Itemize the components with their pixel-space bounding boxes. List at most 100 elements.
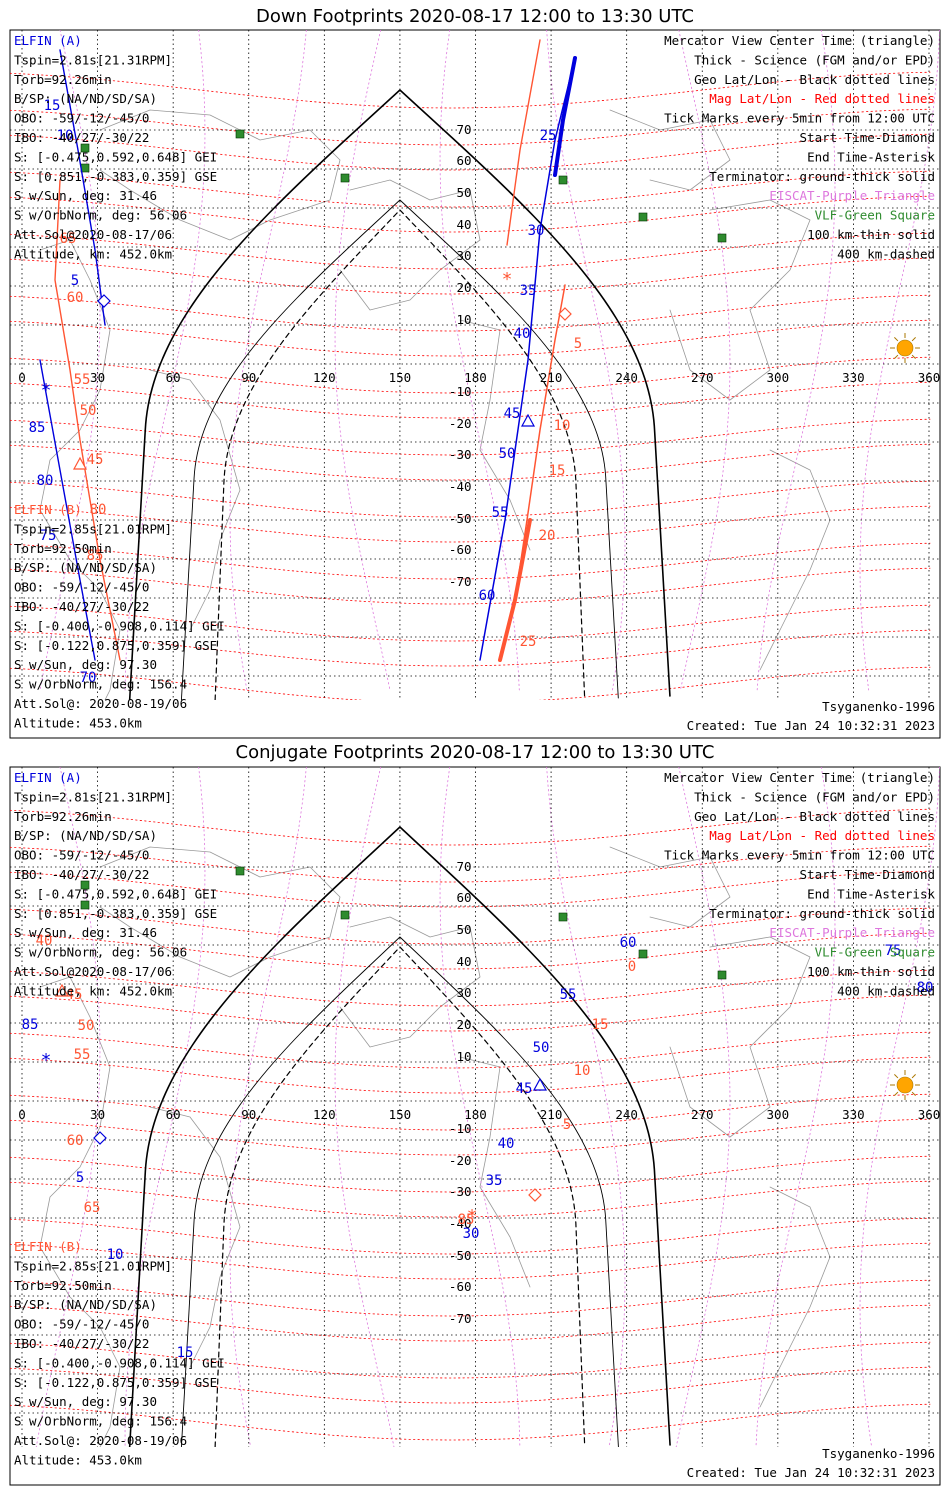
mag-lat-line — [10, 1155, 931, 1193]
track-tick-label: 75 — [40, 528, 57, 544]
start-diamond — [97, 294, 111, 308]
elfin-b-info: S w/OrbNorm, deg: 156.4 — [14, 677, 187, 692]
elfin-a-info: Torb=92.26min — [14, 72, 112, 87]
lon-tick-label: 210 — [540, 1107, 563, 1122]
vlf-station-square — [638, 212, 648, 222]
track-tick-label: 70 — [80, 670, 97, 686]
track-tick-label: 10 — [107, 1247, 124, 1263]
track-tick-label: 85 — [29, 420, 46, 436]
track-tick-label: 85 — [22, 1017, 39, 1033]
elfin-b-track — [506, 39, 541, 246]
track-tick-label: 45 — [87, 452, 104, 468]
model-label: Tsyganenko-1996 — [822, 699, 935, 714]
mag-lat-line — [10, 133, 931, 171]
lat-tick-label: -60 — [449, 542, 472, 557]
legend-entry: Mag Lat/Lon - Red dotted lines — [709, 91, 935, 106]
terminator-line — [128, 826, 671, 1447]
mag-lat-line — [10, 1403, 931, 1441]
track-tick-label: 40 — [498, 1136, 515, 1152]
lon-tick-label: 90 — [241, 1107, 256, 1122]
lon-tick-label: 360 — [918, 370, 941, 385]
coastline — [459, 319, 531, 551]
vlf-station-square — [80, 143, 90, 153]
end-asterisk: * — [41, 380, 52, 401]
lat-tick-label: -20 — [449, 416, 472, 431]
legend-entry: VLF-Green Square — [815, 208, 935, 223]
coastline — [339, 916, 481, 1048]
elfin-b-info: S w/OrbNorm, deg: 156.4 — [14, 1414, 187, 1429]
sun-ray — [911, 354, 916, 359]
track-tick-label: 45 — [516, 1081, 533, 1097]
elfin-a-info: Att.Sol@2020-08-17/06 — [14, 964, 172, 979]
elfin-a-track — [59, 49, 106, 326]
legend-entry: Mercator View Center Time (triangle) — [664, 770, 935, 785]
sun-icon — [896, 1076, 914, 1094]
panel-title: Down Footprints 2020-08-17 12:00 to 13:3… — [256, 6, 694, 27]
elfin-a-info: S w/Sun, deg: 31.46 — [14, 188, 157, 203]
coastline — [39, 976, 121, 1447]
track-tick-label: 25 — [520, 634, 537, 650]
mag-lon-line — [39, 30, 101, 691]
mag-lat-line — [10, 870, 931, 908]
mag-lat-line — [10, 356, 931, 394]
lon-tick-label: 150 — [389, 370, 412, 385]
legend-entry: 100 km-thin solid — [807, 964, 935, 979]
track-tick-label: 35 — [520, 283, 537, 299]
panel-frame — [9, 766, 941, 1486]
track-tick-label: 60 — [67, 1133, 84, 1149]
legend-entry: EISCAT-Purple Triangle — [769, 925, 935, 940]
sun-ray — [894, 337, 899, 342]
track-tick-label: 60 — [479, 588, 496, 604]
elfin-b-info: Tspin=2.85s[21.01RPM] — [14, 521, 172, 536]
elfin-b-science-segment — [498, 518, 532, 662]
vlf-station-square — [638, 949, 648, 959]
terminator-400km-line — [214, 209, 586, 700]
legend-entry: Thick - Science (FGM and/or EPD) — [694, 789, 935, 804]
legend-entry: EISCAT-Purple Triangle — [769, 188, 935, 203]
elfin-a-info: Altitude, km: 452.0km — [14, 246, 172, 261]
mag-lat-line — [10, 381, 931, 419]
mag-lat-line — [10, 108, 931, 146]
track-tick-label: 5 — [574, 336, 582, 352]
elfin-a-info: S w/Sun, deg: 31.46 — [14, 925, 157, 940]
lat-tick-label: 30 — [456, 985, 471, 1000]
sun-ray — [894, 1074, 899, 1079]
mag-lat-line — [10, 294, 931, 332]
track-tick-label: 55 — [492, 505, 509, 521]
elfin-b-info: B/SP: (NA/ND/SD/SA) — [14, 560, 157, 575]
legend-entry: Start Time-Diamond — [800, 130, 935, 145]
elfin-b-info: IBO: -40/27/-30/22 — [14, 599, 149, 614]
track-tick-label: 55 — [74, 1047, 91, 1063]
elfin-b-info: Tspin=2.85s[21.01RPM] — [14, 1258, 172, 1273]
mag-lat-line — [10, 994, 931, 1032]
coastline — [149, 369, 241, 631]
mag-lat-line — [10, 1056, 931, 1094]
legend-entry: End Time-Asterisk — [807, 149, 935, 164]
elfin-b-info: Att.Sol@: 2020-08-19/06 — [14, 696, 187, 711]
mag-lat-line — [10, 1304, 931, 1342]
coastline — [669, 199, 811, 401]
coastline — [39, 239, 121, 700]
lat-tick-label: 50 — [456, 922, 471, 937]
lat-tick-label: -30 — [449, 447, 472, 462]
mag-lat-line — [10, 1093, 931, 1131]
track-tick-label: 5 — [76, 1170, 84, 1186]
track-tick-label: 50 — [499, 446, 516, 462]
mag-lat-line — [10, 629, 931, 667]
lon-tick-label: 300 — [767, 370, 790, 385]
vlf-station-square — [80, 900, 90, 910]
coastline — [609, 846, 731, 928]
lon-tick-label: 0 — [18, 370, 26, 385]
mag-lon-line — [755, 767, 836, 1447]
lat-tick-label: 40 — [456, 217, 471, 232]
lat-tick-label: -70 — [449, 574, 472, 589]
mag-lat-line — [10, 604, 931, 642]
track-tick-label: 40 — [514, 326, 531, 342]
elfin-a-science-segment — [553, 56, 577, 177]
elfin-b-info: Torb=92.50min — [14, 541, 112, 556]
lon-tick-label: 150 — [389, 1107, 412, 1122]
elfin-a-info: S: [-0.475,0.592,0.648] GEI — [14, 886, 217, 901]
view-center-triangle — [72, 456, 88, 470]
vlf-station-square — [558, 912, 568, 922]
